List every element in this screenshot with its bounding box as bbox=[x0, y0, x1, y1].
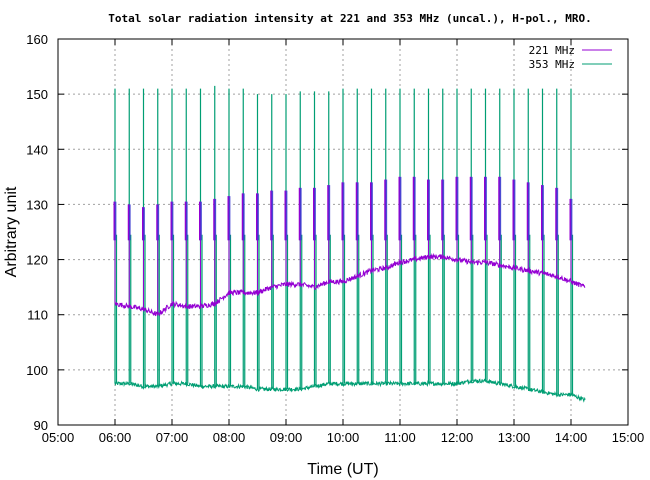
spike-221-block bbox=[370, 182, 373, 241]
spike-221-block bbox=[199, 201, 202, 241]
spike-221-edge bbox=[398, 176, 400, 241]
spike-221-block bbox=[128, 204, 131, 241]
spike-221-edge bbox=[142, 207, 144, 241]
spike-221-block bbox=[270, 190, 274, 241]
legend: 221 MHz 353 MHz bbox=[529, 44, 612, 71]
spike-221-edge bbox=[484, 176, 486, 241]
spike-221-block bbox=[484, 176, 487, 241]
spike-221-block bbox=[541, 185, 544, 241]
y-tick-label: 130 bbox=[26, 197, 48, 212]
spike-221-edge bbox=[213, 198, 215, 241]
spike-221-edge bbox=[370, 182, 372, 241]
spike-221-block bbox=[341, 182, 345, 241]
spike-221-edge bbox=[498, 176, 500, 241]
spike-221-edge bbox=[327, 185, 329, 241]
y-tick-label: 110 bbox=[27, 308, 48, 323]
spike-221-block bbox=[256, 193, 259, 241]
x-tick-label: 05:00 bbox=[42, 430, 75, 445]
spike-221-block bbox=[356, 182, 359, 241]
spike-221-block bbox=[327, 185, 331, 241]
x-tick-label: 12:00 bbox=[441, 430, 474, 445]
y-tick-label: 140 bbox=[26, 142, 48, 157]
y-tick-label: 150 bbox=[26, 87, 48, 102]
legend-label-353: 353 MHz bbox=[529, 58, 575, 71]
spike-221-block bbox=[142, 207, 145, 241]
spike-221-block bbox=[441, 179, 445, 241]
spike-221-edge bbox=[313, 187, 315, 241]
spike-221-edge bbox=[127, 204, 129, 241]
spike-221-edge bbox=[298, 187, 300, 241]
y-axis-label: Arbitrary unit bbox=[3, 186, 20, 277]
x-tick-label: 06:00 bbox=[99, 430, 132, 445]
spike-221-block bbox=[113, 201, 117, 241]
spike-221-edge bbox=[512, 179, 514, 241]
spike-221-block bbox=[284, 190, 288, 241]
legend-label-221: 221 MHz bbox=[529, 44, 575, 57]
spike-221-edge bbox=[270, 190, 272, 241]
spike-221-edge bbox=[412, 176, 414, 241]
spike-221-block bbox=[427, 179, 430, 241]
spike-221-edge bbox=[170, 201, 172, 241]
spike-221-block bbox=[299, 187, 302, 241]
data-layer bbox=[113, 85, 586, 403]
spike-221-block bbox=[470, 176, 473, 241]
y-tick-label: 160 bbox=[26, 32, 48, 47]
spike-221-edge bbox=[441, 179, 443, 241]
chart-title: Total solar radiation intensity at 221 a… bbox=[108, 12, 591, 25]
spike-221-edge bbox=[555, 187, 557, 241]
spike-221-block bbox=[527, 182, 530, 241]
spike-221-edge bbox=[569, 198, 571, 241]
spike-221-edge bbox=[256, 193, 258, 241]
spike-221-edge bbox=[526, 182, 528, 241]
spike-221-block bbox=[555, 187, 559, 241]
spike-221-block bbox=[384, 179, 388, 241]
spike-221-block bbox=[498, 176, 502, 241]
x-tick-label: 11:00 bbox=[384, 430, 416, 445]
x-tick-label: 10:00 bbox=[327, 430, 360, 445]
spike-221-edge bbox=[284, 190, 286, 241]
spike-221-edge bbox=[427, 179, 429, 241]
y-tick-label: 90 bbox=[34, 418, 48, 433]
spike-221-edge bbox=[113, 201, 115, 241]
x-tick-label: 07:00 bbox=[156, 430, 189, 445]
spike-221-block bbox=[512, 179, 516, 241]
x-tick-label: 09:00 bbox=[270, 430, 303, 445]
series-line-221-mhz bbox=[114, 252, 586, 317]
y-tick-label: 100 bbox=[26, 363, 48, 378]
spike-221-block bbox=[156, 204, 160, 241]
series-line-353-mhz bbox=[114, 378, 586, 403]
spike-221-edge bbox=[156, 204, 158, 241]
y-tick-label: 120 bbox=[26, 253, 48, 268]
x-tick-label: 08:00 bbox=[213, 430, 246, 445]
spike-221-block bbox=[569, 198, 573, 241]
spike-221-block bbox=[185, 201, 188, 241]
x-tick-label: 13:00 bbox=[498, 430, 531, 445]
spike-221-block bbox=[455, 176, 459, 241]
spike-221-edge bbox=[184, 201, 186, 241]
spike-221-edge bbox=[199, 201, 201, 241]
spike-221-block bbox=[313, 187, 316, 241]
x-tick-label: 14:00 bbox=[555, 430, 588, 445]
spike-221-block bbox=[398, 176, 402, 241]
spike-221-edge bbox=[227, 196, 229, 241]
spike-221-block bbox=[227, 196, 231, 241]
x-tick-label: 15:00 bbox=[612, 430, 645, 445]
spike-221-block bbox=[413, 176, 416, 241]
spike-221-edge bbox=[384, 179, 386, 241]
spike-221-edge bbox=[355, 182, 357, 241]
spike-221-block bbox=[170, 201, 174, 241]
tick-layer: 05:00 06:00 07:00 08:00 09:00 10:00 11:00 12:00… bbox=[26, 32, 644, 445]
spike-221-edge bbox=[455, 176, 457, 241]
spike-221-block bbox=[242, 193, 245, 241]
spike-221-edge bbox=[541, 185, 543, 241]
spike-221-edge bbox=[241, 193, 243, 241]
spike-221-edge bbox=[469, 176, 471, 241]
x-axis-label: Time (UT) bbox=[307, 461, 378, 478]
spike-221-edge bbox=[341, 182, 343, 241]
spike-221-block bbox=[213, 198, 217, 241]
